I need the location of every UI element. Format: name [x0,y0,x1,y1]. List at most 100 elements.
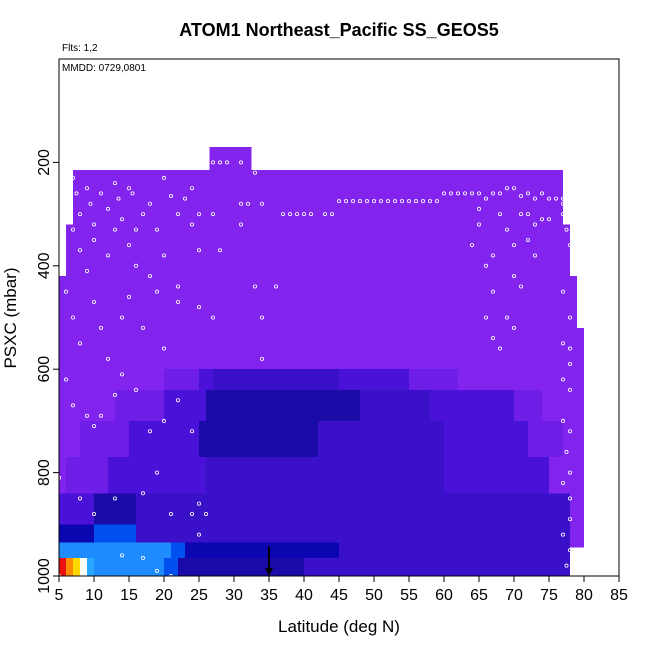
heatmap-cell-45 [304,557,570,576]
observation-points [57,160,573,579]
data-point-167 [561,418,566,423]
data-point-130 [547,196,552,201]
data-point-165 [561,377,566,382]
data-point-75 [203,511,208,516]
heatmap-cell-19 [199,420,318,458]
heatmap-cell-22 [528,420,563,458]
data-point-3 [85,186,90,191]
data-point-76 [120,553,125,558]
data-point-61 [147,429,152,434]
heatmap-cell-2 [66,224,570,277]
data-point-164 [568,362,573,367]
data-point-123 [497,191,502,196]
data-point-107 [385,199,390,204]
x-axis: 5 10 15 20 25 30 35 40 45 50 55 60 65 70 75 80 85 [55,576,628,604]
heatmap-cell-39 [73,557,80,576]
data-point-137 [490,253,495,258]
data-point-89 [252,284,257,289]
data-point-120 [476,191,481,196]
data-point-126 [519,194,524,199]
data-point-105 [371,199,376,204]
data-point-90 [238,201,243,206]
data-point-124 [504,186,509,191]
date-label: MMDD: 0729,0801 [62,63,146,74]
heatmap-cell-26 [444,457,549,494]
data-point-46 [127,294,132,299]
data-point-77 [140,555,145,560]
data-point-42 [92,299,97,304]
data-point-128 [533,196,538,201]
data-point-109 [399,199,404,204]
data-point-115 [441,191,446,196]
data-point-44 [106,356,111,361]
data-point-163 [568,346,573,351]
data-point-117 [455,191,460,196]
data-point-116 [448,191,453,196]
data-point-37 [217,248,222,253]
data-point-159 [568,243,573,248]
data-point-94 [287,212,292,217]
data-point-154 [533,253,538,258]
heatmap-cell-36 [339,542,570,558]
data-point-108 [392,199,397,204]
data-point-98 [322,212,327,217]
data-point-18 [168,194,173,199]
data-point-95 [294,212,299,217]
heatmap-cell-29 [136,493,570,525]
heatmap-cell-3 [59,276,577,328]
y-axis: 200 400 600 800 1000 [36,149,59,594]
data-point-149 [490,336,495,341]
data-point-86 [273,284,278,289]
data-point-145 [526,237,531,242]
data-point-39 [64,289,69,294]
x-tick-label-14: 75 [540,587,558,604]
data-point-32 [161,253,166,258]
data-point-103 [357,199,362,204]
data-point-144 [526,212,531,217]
data-point-114 [434,199,439,204]
data-point-21 [189,186,194,191]
data-point-110 [406,199,411,204]
data-point-33 [175,284,180,289]
data-point-40 [71,315,76,320]
data-point-91 [245,201,250,206]
chart-title: ATOM1 Northeast_Pacific SS_GEOS5 [179,20,498,40]
heatmap-cell-24 [108,457,206,494]
data-point-62 [161,418,166,423]
data-point-64 [189,429,194,434]
data-point-78 [154,568,159,573]
data-point-147 [540,217,545,222]
heatmap-cell-43 [164,557,178,576]
data-point-162 [561,341,566,346]
data-point-169 [564,449,569,454]
data-point-160 [561,289,566,294]
heatmap-cell-20 [318,420,444,458]
data-point-142 [512,274,517,279]
data-point-81 [210,160,215,165]
data-point-13 [133,227,138,232]
x-tick-label-11: 60 [435,587,453,604]
heatmap-cell-11 [115,389,164,421]
x-tick-label-7: 40 [295,587,313,604]
heatmap-cell-16 [514,389,542,421]
data-point-102 [350,199,355,204]
data-point-172 [568,496,573,501]
heatmap-cell-31 [94,524,136,543]
data-point-19 [175,212,180,217]
x-tick-label-15: 80 [575,587,593,604]
data-point-73 [196,501,201,506]
data-point-47 [140,325,145,330]
data-point-55 [85,413,90,418]
x-tick-label-2: 15 [120,587,138,604]
data-point-141 [512,243,517,248]
data-point-138 [490,289,495,294]
data-point-85 [252,170,257,175]
heatmap-cells [59,146,584,576]
data-point-166 [568,387,573,392]
data-point-57 [99,413,104,418]
y-tick-label-3: 800 [36,459,53,486]
data-point-70 [154,470,159,475]
data-point-131 [554,196,559,201]
data-point-22 [196,212,201,217]
data-point-135 [476,222,481,227]
